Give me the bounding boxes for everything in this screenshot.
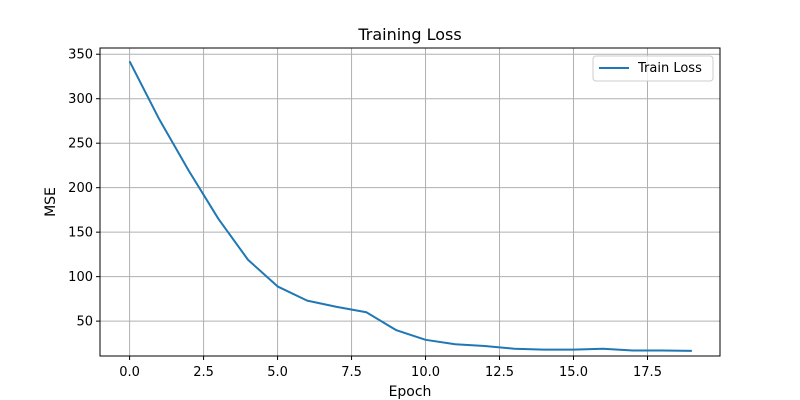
legend-label-train-loss: Train Loss [637,61,702,76]
x-tick-label: 0.0 [119,365,140,380]
y-tick-label: 200 [68,181,93,196]
plot-area-frame [99,47,721,357]
x-tick-label: 5.0 [267,365,288,380]
chart-title: Training Loss [357,25,461,44]
series-line-train-loss [128,60,692,352]
x-tick-label: 7.5 [341,365,362,380]
x-tick-label: 17.5 [633,365,662,380]
y-axis-label: MSE [43,187,59,217]
axis-ticks: 0.0 2.5 5.0 7.5 10.0 12.5 15.0 17.5 50 100 150 200 2… [68,48,662,380]
legend: Train Loss [592,55,714,82]
y-tick-label: 350 [68,48,93,63]
y-tick-label: 50 [76,315,93,330]
y-tick-label: 100 [68,270,93,285]
x-tick-label: 12.5 [485,365,514,380]
x-tick-label: 15.0 [559,365,588,380]
grid-lines [100,48,720,356]
y-tick-label: 150 [68,226,93,241]
y-tick-label: 300 [68,92,93,107]
x-axis-label: Epoch [389,384,432,400]
series-layer [128,60,692,352]
x-tick-label: 10.0 [411,365,440,380]
y-tick-label: 250 [68,137,93,152]
legend-box [592,55,714,82]
x-tick-label: 2.5 [193,365,214,380]
